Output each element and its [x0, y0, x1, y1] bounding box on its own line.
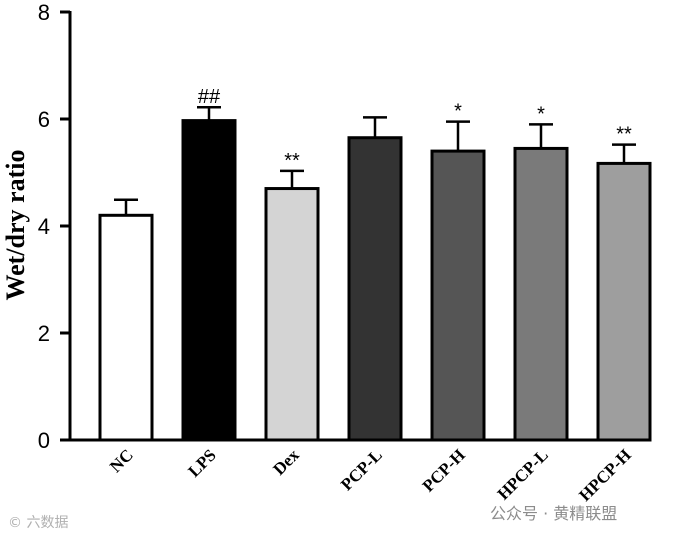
x-tick-label-lps: LPS: [184, 445, 219, 480]
error-bar-hpcp-h: [612, 143, 636, 164]
significance-pcp-h: *: [454, 101, 462, 123]
significance-hpcp-l: *: [537, 103, 545, 125]
y-tick-label: 4: [38, 214, 50, 239]
x-tick-label-dex: Dex: [269, 445, 303, 479]
error-bar-nc: [114, 198, 138, 216]
category-labels-group: NC LPS Dex PCP-L PCP-H HPCP-L HPCP-H: [106, 445, 635, 505]
bar-dex: [264, 187, 320, 442]
bar-hpcp-h: [596, 161, 652, 442]
y-axis-label: Wet/dry ratio: [1, 150, 30, 301]
significance-lps: ##: [198, 86, 221, 108]
bars-group: [98, 119, 652, 442]
error-bar-pcp-l: [363, 116, 387, 138]
x-tick-label-hpcp-l: HPCP-L: [494, 445, 552, 503]
y-tick-label: 2: [38, 321, 50, 346]
x-tick-label-pcp-h: PCP-H: [419, 445, 469, 495]
bar-lps: [181, 119, 237, 442]
y-tick-label: 6: [38, 107, 50, 132]
x-tick-label-pcp-l: PCP-L: [337, 445, 386, 494]
bar-nc: [98, 213, 154, 442]
bar-pcp-l: [347, 136, 403, 442]
y-tick-label: 0: [38, 428, 50, 453]
x-tick-label-hpcp-h: HPCP-H: [575, 445, 635, 505]
watermark-left: © 六数据: [8, 515, 69, 531]
y-tick-label: 8: [38, 0, 50, 25]
significance-dex: **: [284, 150, 300, 172]
watermark-right: 公众号 · 黄精联盟: [490, 504, 618, 523]
error-bars-group: [114, 105, 636, 216]
significance-labels-group: ##*** ***: [198, 86, 632, 172]
error-bar-lps: [197, 105, 221, 121]
error-bar-hpcp-l: [529, 123, 553, 149]
bar-pcp-h: [430, 149, 486, 442]
significance-hpcp-h: **: [616, 124, 632, 146]
x-tick-label-nc: NC: [106, 445, 137, 476]
error-bar-dex: [280, 169, 304, 189]
bar-hpcp-l: [513, 146, 569, 442]
y-axis-ticks: 0 2 4 6 8: [38, 0, 70, 453]
error-bar-pcp-h: [446, 120, 470, 152]
